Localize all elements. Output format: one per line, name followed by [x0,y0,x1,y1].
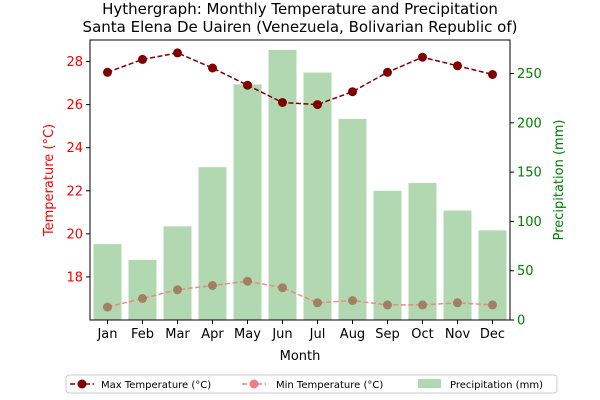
precipitation-bars [93,49,507,321]
left-tick-label: 22 [66,184,83,199]
x-tick-label: Oct [411,327,433,342]
left-tick-label: 24 [66,141,83,156]
x-tick-label: May [234,327,261,342]
x-tick-label: Jul [309,327,326,342]
min-temp-point-aug [348,296,357,306]
legend-min-temp-marker [249,379,259,389]
precip-bar-oct [408,183,437,320]
chart-title-line2: Santa Elena De Uairen (Venezuela, Boliva… [83,18,518,36]
precip-bar-sep [373,190,402,320]
max-temp-point-mar [173,48,182,58]
x-tick-label: Aug [340,327,365,342]
right-tick-label: 200 [517,116,542,131]
x-tick-label: Nov [445,327,471,342]
right-axis-ticks: 0 50 100 150 200 250 [510,67,542,329]
min-temp-point-dec [488,300,497,310]
precip-bar-apr [198,167,227,320]
legend-precip-swatch [418,379,441,388]
precip-bar-jul [303,72,332,320]
right-tick-label: 100 [517,215,542,230]
x-tick-label: Dec [480,327,505,342]
max-temp-line [107,52,493,106]
legend: Max Temperature (°C) Min Temperature (°C… [65,374,558,394]
min-temp-line [107,280,493,308]
temperature-lines [103,48,497,312]
max-temp-point-jun [278,98,287,107]
min-temp-point-mar [173,285,182,295]
min-temp-point-may [243,276,252,286]
x-tick-label: Jan [96,327,117,342]
legend-item-max-temp: Max Temperature (°C) [70,379,211,391]
left-tick-label: 28 [66,55,83,70]
x-axis-label: Month [280,349,321,364]
max-temp-point-may [243,80,252,90]
legend-min-temp-label: Min Temperature (°C) [276,380,383,391]
max-temp-point-oct [418,52,427,62]
min-temp-point-nov [453,298,462,308]
max-temp-point-sep [383,67,392,77]
legend-max-temp-label: Max Temperature (°C) [101,380,211,391]
x-tick-label: Mar [165,327,190,342]
precip-bar-aug [338,118,367,321]
x-tick-label: Apr [201,327,224,342]
min-temp-point-jul [313,298,322,308]
legend-precip-label: Precipitation (mm) [450,380,543,391]
left-tick-label: 26 [66,98,83,113]
max-temp-point-aug [348,87,357,97]
chart-title-line1: Hythergraph: Monthly Temperature and Pre… [102,0,498,18]
precip-bar-feb [128,259,157,320]
min-temp-point-jan [103,302,112,312]
max-temp-point-apr [208,63,217,73]
max-temp-point-dec [488,70,497,79]
x-tick-label: Sep [375,327,400,342]
max-temp-point-jan [103,67,112,77]
max-temp-point-feb [138,54,147,64]
left-axis-ticks: 18 20 22 24 26 28 [66,55,90,285]
left-tick-label: 20 [66,227,83,242]
min-temp-point-jun [278,283,287,293]
left-tick-label: 18 [66,270,83,285]
legend-item-precip: Precipitation (mm) [418,379,543,391]
min-temp-point-feb [138,294,147,303]
legend-item-min-temp: Min Temperature (°C) [242,379,383,391]
right-tick-label: 50 [517,264,534,279]
max-temp-point-jul [313,100,322,110]
x-tick-label: Feb [131,327,154,342]
legend-max-temp-marker [77,379,87,389]
right-tick-label: 250 [517,67,542,82]
right-tick-label: 150 [517,166,542,181]
precip-bar-mar [163,226,192,320]
plot-frame [89,39,511,321]
right-axis-label: Precipitation (mm) [552,120,567,241]
right-tick-label: 0 [517,314,525,329]
x-axis-ticks: Jan Feb Mar Apr May Jun Jul Aug Sep Oct Nov Dec [96,320,505,342]
max-temp-point-nov [453,61,462,71]
left-axis-label: Temperature (°C) [42,124,57,237]
min-temp-point-sep [383,300,392,310]
precip-bar-jun [268,49,297,321]
min-temp-point-oct [418,300,427,310]
min-temp-point-apr [208,281,217,290]
x-tick-label: Jun [271,327,292,342]
